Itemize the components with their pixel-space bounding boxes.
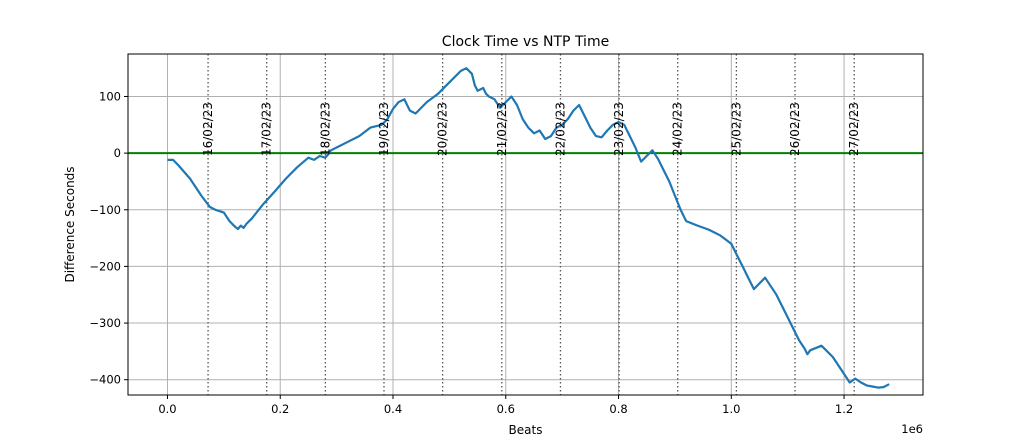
x-axis-offset-text: 1e6: [901, 422, 923, 436]
series-line: [167, 67, 890, 389]
day-marker-lines: [207, 54, 855, 395]
day-marker-label: 27/02/23: [847, 102, 861, 156]
day-marker-label: 26/02/23: [788, 102, 802, 156]
y-tick-label: 0: [114, 146, 121, 160]
day-marker-label: 17/02/23: [260, 102, 274, 156]
x-tick-label: 0.8: [609, 402, 627, 416]
day-marker-label: 23/02/23: [612, 102, 626, 156]
day-marker-labels: 16/02/23 17/02/23 18/02/23 19/02/23 20/02/23…: [201, 102, 861, 156]
day-marker-label: 25/02/23: [729, 102, 743, 156]
x-axis-label: Beats: [509, 423, 543, 437]
day-marker-label: 20/02/23: [436, 102, 450, 156]
day-marker-label: 24/02/23: [671, 102, 685, 156]
x-tick-label: 0.6: [497, 402, 515, 416]
plot-frame: [127, 53, 924, 396]
x-axis-ticks: 0.0 0.2 0.4 0.6 0.8 1.0 1.2: [158, 395, 853, 416]
day-marker-label: 18/02/23: [318, 102, 332, 156]
day-marker-label: 21/02/23: [495, 102, 509, 156]
y-tick-label: −100: [89, 203, 121, 217]
day-marker-label: 22/02/23: [553, 102, 567, 156]
y-tick-label: −300: [89, 316, 121, 330]
x-tick-label: 0.2: [271, 402, 289, 416]
x-tick-label: 1.2: [835, 402, 853, 416]
chart-title: Clock Time vs NTP Time: [442, 34, 609, 50]
day-marker-label: 16/02/23: [201, 102, 215, 156]
y-tick-label: −400: [89, 373, 121, 387]
y-axis-label: Difference Seconds: [63, 166, 77, 282]
x-tick-label: 0.4: [384, 402, 402, 416]
x-tick-label: 1.0: [722, 402, 740, 416]
y-tick-label: −200: [89, 259, 121, 273]
y-tick-label: 100: [99, 89, 121, 103]
day-marker-label: 19/02/23: [377, 102, 391, 156]
y-axis-ticks: 100 0 −100 −200 −300 −400: [89, 89, 128, 387]
x-tick-label: 0.0: [158, 402, 176, 416]
